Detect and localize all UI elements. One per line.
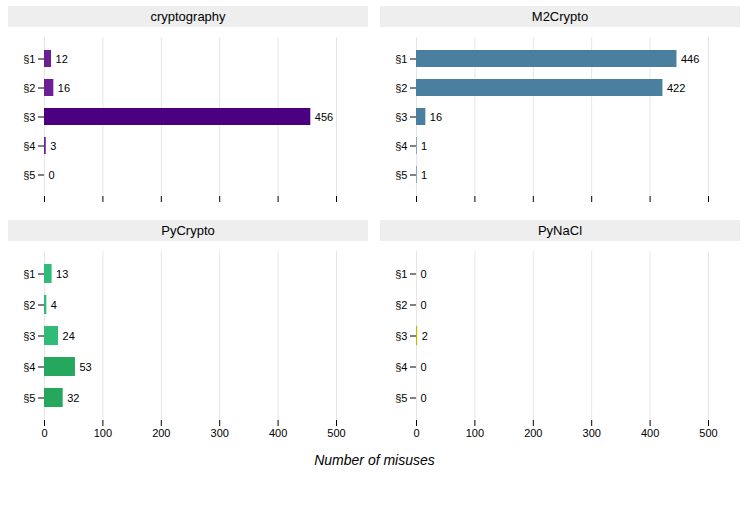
svg-text:100: 100: [94, 427, 112, 439]
svg-text:446: 446: [681, 53, 699, 65]
svg-text:§3: §3: [395, 111, 407, 123]
html-text:Number of misuses: Number of misuses: [314, 452, 435, 468]
svg-text:53: 53: [79, 361, 91, 373]
svg-text:400: 400: [641, 427, 659, 439]
svg-text:§3: §3: [23, 330, 35, 342]
svg-text:0: 0: [421, 268, 427, 280]
svg-text:§3: §3: [395, 330, 407, 342]
svg-text:§4: §4: [395, 140, 407, 152]
svg-text:456: 456: [315, 111, 333, 123]
html-text:PyNaCl: PyNaCl: [538, 223, 582, 238]
svg-text:24: 24: [63, 330, 75, 342]
svg-text:§4: §4: [395, 361, 407, 373]
svg-text:0: 0: [421, 392, 427, 404]
html-text:M2Crypto: M2Crypto: [531, 9, 589, 24]
svg-text:500: 500: [699, 427, 717, 439]
svg-text:§1: §1: [395, 53, 407, 65]
svg-text:4: 4: [51, 299, 57, 311]
html-text:cryptography: cryptography: [150, 9, 226, 24]
svg-text:0: 0: [413, 427, 419, 439]
svg-text:200: 200: [524, 427, 542, 439]
svg-text:§5: §5: [23, 392, 35, 404]
svg-text:§1: §1: [23, 268, 35, 280]
svg-text:1: 1: [421, 169, 427, 181]
svg-text:300: 300: [211, 427, 229, 439]
svg-text:§1: §1: [395, 268, 407, 280]
svg-text:§2: §2: [23, 82, 35, 94]
svg-text:500: 500: [327, 427, 345, 439]
svg-text:0: 0: [41, 427, 47, 439]
svg-text:16: 16: [58, 82, 70, 94]
svg-text:100: 100: [466, 427, 484, 439]
svg-text:§5: §5: [23, 169, 35, 181]
svg-text:3: 3: [50, 140, 56, 152]
svg-text:§2: §2: [23, 299, 35, 311]
svg-text:16: 16: [430, 111, 442, 123]
svg-text:0: 0: [49, 169, 55, 181]
svg-text:§5: §5: [395, 392, 407, 404]
svg-text:1: 1: [421, 140, 427, 152]
svg-text:422: 422: [667, 82, 685, 94]
svg-text:200: 200: [152, 427, 170, 439]
svg-text:§4: §4: [23, 140, 35, 152]
svg-text:0: 0: [421, 299, 427, 311]
svg-text:§3: §3: [23, 111, 35, 123]
svg-text:§1: §1: [23, 53, 35, 65]
svg-text:0: 0: [421, 361, 427, 373]
svg-text:13: 13: [56, 268, 68, 280]
svg-text:§2: §2: [395, 82, 407, 94]
svg-text:300: 300: [583, 427, 601, 439]
svg-text:2: 2: [422, 330, 428, 342]
svg-text:§4: §4: [23, 361, 35, 373]
svg-text:32: 32: [67, 392, 79, 404]
svg-text:12: 12: [56, 53, 68, 65]
html-text:PyCrypto: PyCrypto: [161, 223, 215, 238]
svg-text:400: 400: [269, 427, 287, 439]
svg-text:§5: §5: [395, 169, 407, 181]
svg-text:§2: §2: [395, 299, 407, 311]
